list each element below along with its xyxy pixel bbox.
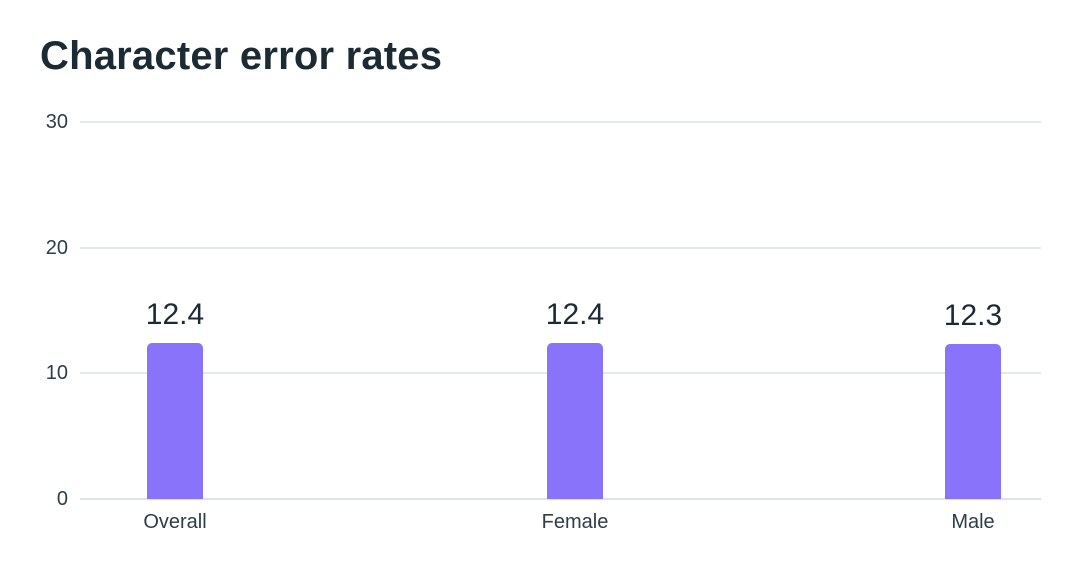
bar — [547, 343, 603, 499]
y-tick-label: 30 — [45, 111, 68, 133]
gridline — [80, 121, 1041, 123]
x-axis-line — [80, 498, 1041, 500]
y-tick-label: 0 — [56, 488, 68, 510]
bar — [147, 343, 203, 499]
bar-value-label: 12.4 — [545, 298, 605, 331]
x-axis-label: Male — [951, 511, 995, 533]
gridline — [80, 246, 1041, 249]
bar-value-label: 12.4 — [145, 298, 205, 331]
chart-title: Character error rates — [40, 34, 443, 78]
y-tick-label: 20 — [45, 236, 68, 259]
y-tick-label: 10 — [45, 362, 68, 385]
x-axis-label: Female — [541, 511, 609, 533]
bar — [945, 344, 1001, 499]
bar-value-label: 12.3 — [943, 299, 1003, 332]
x-axis-label: Overall — [143, 511, 207, 533]
